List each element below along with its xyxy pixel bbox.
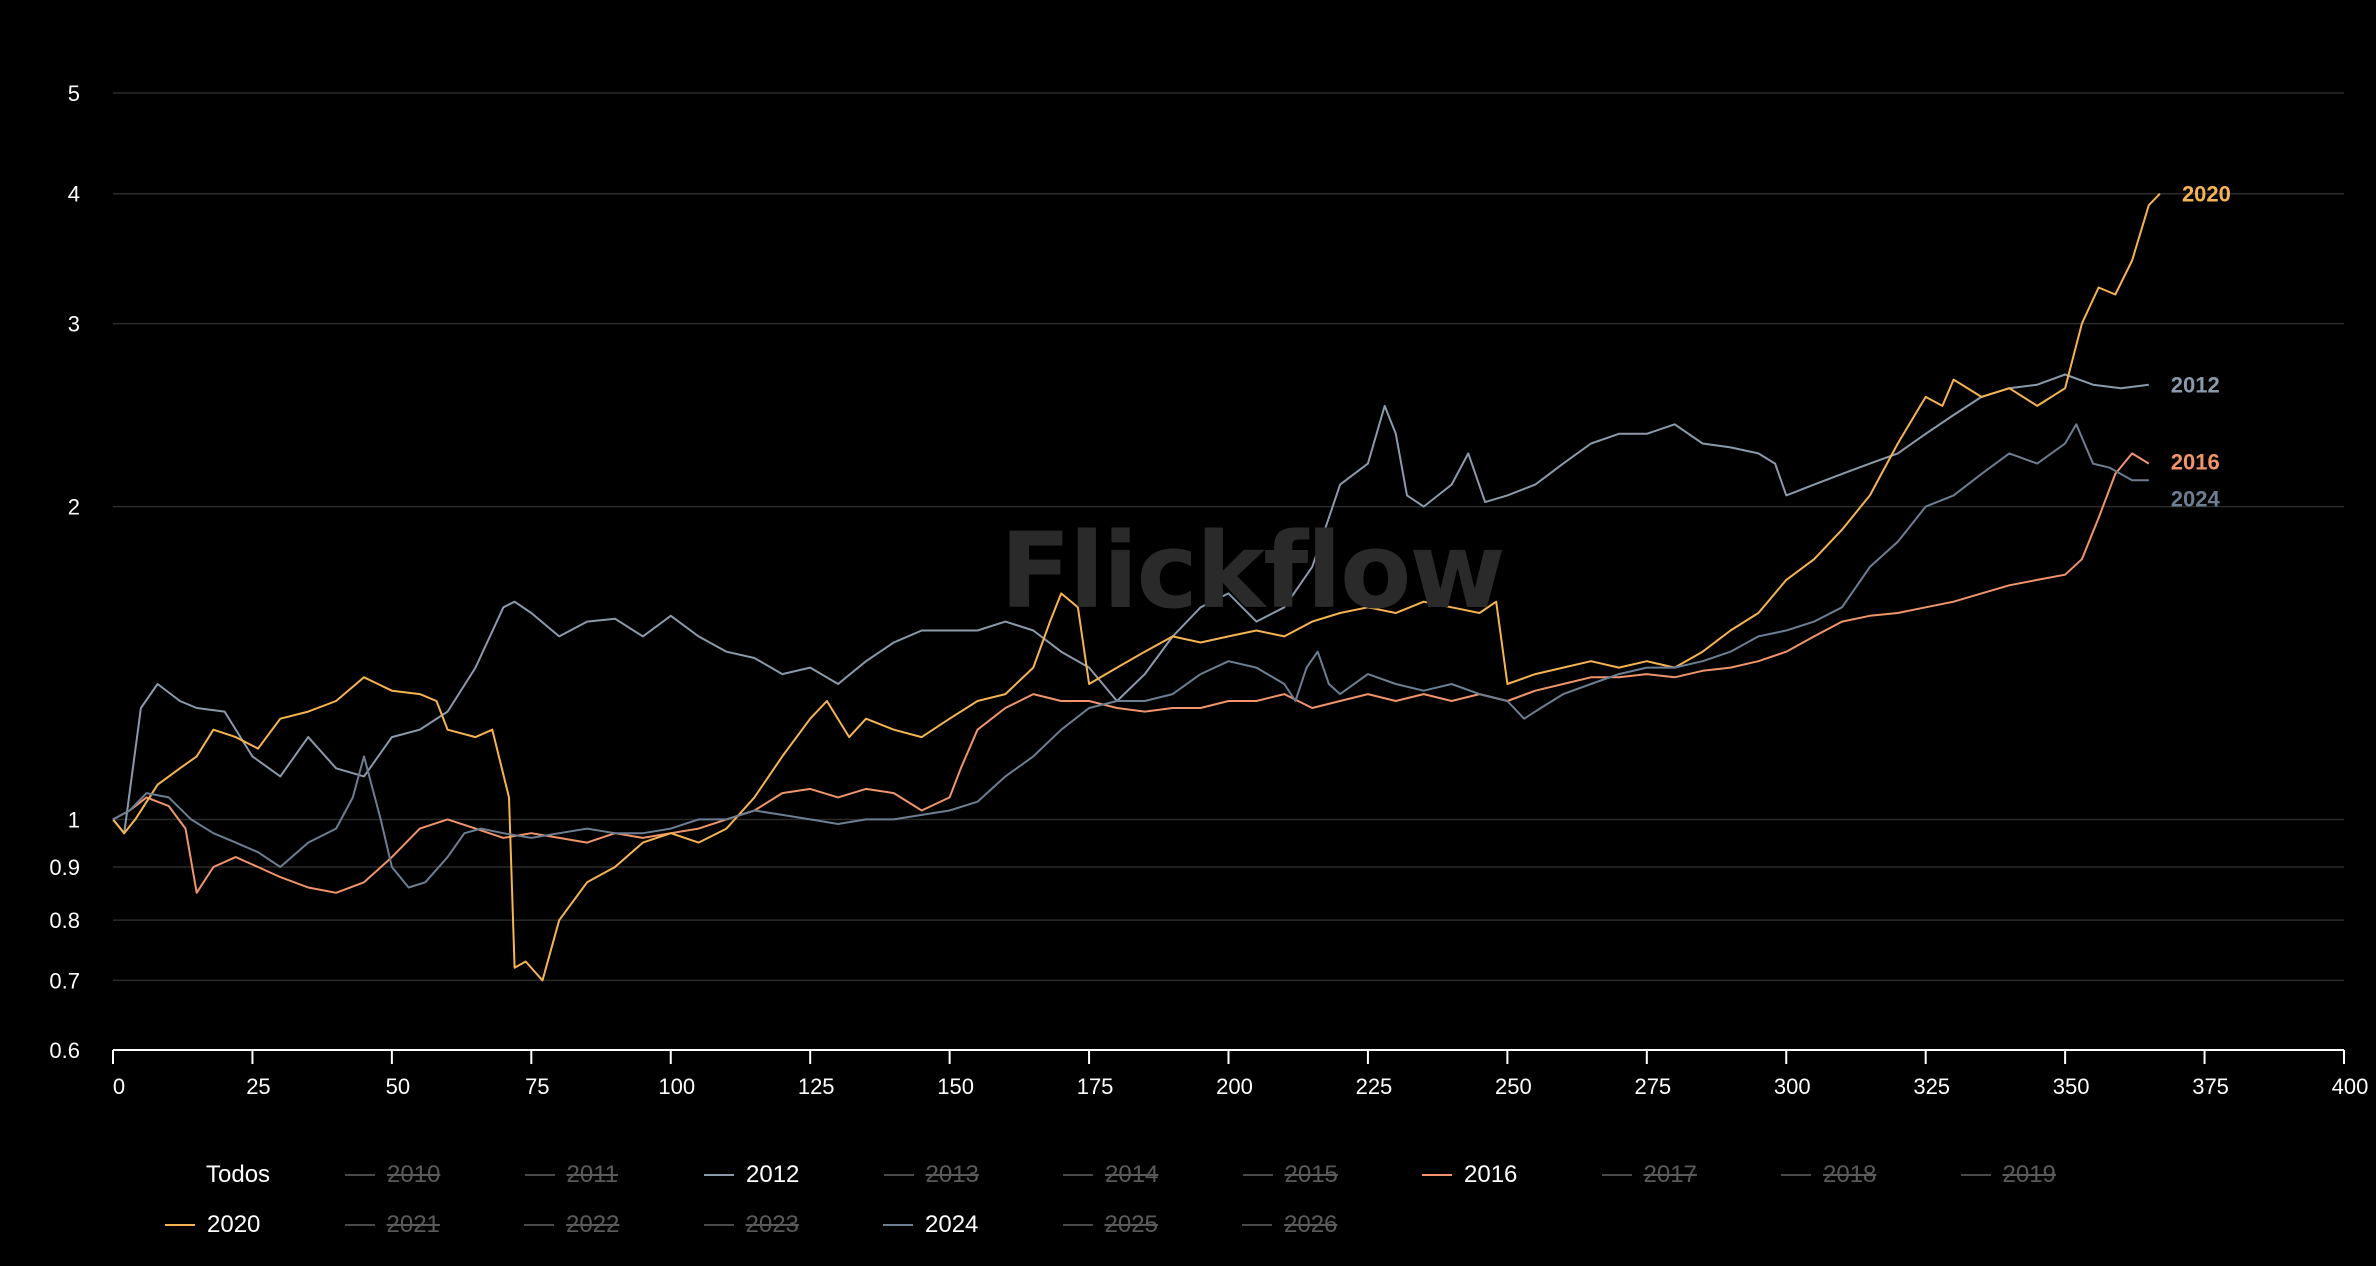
y-tick-label: 3 (68, 312, 80, 337)
legend-item-2014[interactable]: 2014 (1063, 1160, 1158, 1190)
x-tick-label: 0 (113, 1074, 125, 1099)
legend-label: 2023 (745, 1211, 799, 1238)
legend-item-2023[interactable]: 2023 (703, 1210, 799, 1240)
legend-item-2017[interactable]: 2017 (1601, 1160, 1697, 1190)
grid-lines (113, 92, 2344, 982)
y-tick-label: 5 (68, 81, 80, 106)
legend-swatch (344, 1224, 375, 1226)
legend-item-2024[interactable]: 2024 (883, 1210, 978, 1240)
x-tick-label: 350 (2053, 1074, 2090, 1099)
legend-item-2025[interactable]: 2025 (1062, 1210, 1158, 1240)
series-end-label-2016: 2016 (2171, 450, 2220, 475)
x-tick-label: 250 (1495, 1074, 1532, 1099)
series-end-labels: 2012 2016 2020 2024 (2171, 182, 2231, 512)
legend-swatch (883, 1224, 913, 1226)
legend-item-2018[interactable]: 2018 (1781, 1160, 1876, 1190)
legend-label: 2014 (1105, 1161, 1159, 1188)
legend-item-2011[interactable]: 2011 (524, 1160, 619, 1190)
x-tick-label: 200 (1216, 1074, 1253, 1099)
legend-item-2021[interactable]: 2021 (344, 1210, 440, 1240)
legend-swatch (1601, 1174, 1632, 1176)
legend-label: 2017 (1643, 1161, 1697, 1188)
y-tick-label: 0.6 (49, 1038, 80, 1063)
y-axis-ticks: 0.6 0.7 0.8 0.9 1 2 3 4 5 (49, 81, 80, 1063)
legend-all-toggle[interactable]: Todos (206, 1161, 271, 1188)
series-line-2020 (112, 193, 2161, 982)
legend-swatch (703, 1224, 734, 1226)
legend: Todos 2010 2011 2012 2013 2014 2015 2016 2017 20… (0, 1160, 2376, 1260)
series-line-2024 (112, 423, 2149, 889)
y-tick-label: 0.8 (49, 908, 80, 933)
legend-item-2026[interactable]: 2026 (1242, 1210, 1337, 1240)
legend-item-2016[interactable]: 2016 (1422, 1160, 1517, 1190)
x-tick-label: 25 (246, 1074, 270, 1099)
x-tick-label: 100 (658, 1074, 695, 1099)
legend-label: 2025 (1104, 1211, 1158, 1238)
legend-label: 2022 (566, 1211, 620, 1238)
legend-swatch (1781, 1174, 1811, 1176)
legend-swatch (704, 1174, 734, 1176)
x-axis: 0 25 50 75 100 125 150 175 200 225 250 275 300 325 350… (112, 1049, 2369, 1099)
legend-label: 2015 (1284, 1161, 1338, 1188)
legend-item-2010[interactable]: 2010 (345, 1160, 440, 1190)
legend-swatch (345, 1174, 375, 1176)
legend-label: 2026 (1284, 1211, 1338, 1238)
legend-item-2015[interactable]: 2015 (1242, 1160, 1338, 1190)
series-end-label-2020: 2020 (2182, 182, 2231, 207)
legend-label: 2013 (925, 1161, 979, 1188)
legend-item-2013[interactable]: 2013 (883, 1160, 979, 1190)
legend-label: 2016 (1464, 1161, 1518, 1188)
series-line-2012 (112, 373, 2149, 835)
x-tick-label: 75 (525, 1074, 549, 1099)
series-end-label-2012: 2012 (2171, 373, 2220, 398)
legend-label: 2021 (386, 1211, 440, 1238)
x-tick-label: 375 (2192, 1074, 2229, 1099)
legend-label: 2018 (1823, 1161, 1877, 1188)
legend-item-2020[interactable]: 2020 (165, 1210, 260, 1240)
line-chart: 0.6 0.7 0.8 0.9 1 2 3 4 5 0 25 50 75 100 125 150 175 200… (49, 81, 2369, 1099)
legend-swatch (524, 1174, 555, 1176)
legend-label: 2010 (387, 1161, 441, 1188)
x-tick-label: 300 (1774, 1074, 1811, 1099)
legend-label: 2024 (925, 1211, 979, 1238)
legend-swatch (1062, 1224, 1093, 1226)
y-tick-label: 1 (68, 807, 80, 832)
legend-swatch (1422, 1174, 1452, 1176)
series-end-label-2024: 2024 (2171, 486, 2221, 511)
x-tick-label: 400 (2332, 1074, 2369, 1099)
legend-swatch (165, 1224, 195, 1226)
x-tick-label: 150 (937, 1074, 974, 1099)
legend-item-2022[interactable]: 2022 (524, 1210, 619, 1240)
legend-item-2012[interactable]: 2012 (704, 1160, 799, 1190)
legend-swatch (524, 1224, 554, 1226)
series-lines (112, 193, 2161, 982)
legend-label: 2011 (566, 1161, 619, 1188)
x-tick-label: 275 (1634, 1074, 1671, 1099)
legend-label: 2012 (746, 1161, 800, 1188)
x-tick-label: 50 (386, 1074, 410, 1099)
y-tick-label: 0.7 (49, 968, 80, 993)
legend-swatch (883, 1174, 914, 1176)
x-tick-label: 175 (1077, 1074, 1114, 1099)
y-tick-label: 2 (68, 495, 80, 520)
legend-item-2019[interactable]: 2019 (1960, 1160, 2056, 1190)
legend-swatch (1242, 1224, 1272, 1226)
x-tick-label: 325 (1913, 1074, 1950, 1099)
x-tick-label: 125 (798, 1074, 835, 1099)
legend-label: 2020 (207, 1211, 261, 1238)
legend-swatch (1063, 1174, 1093, 1176)
y-tick-label: 4 (68, 182, 80, 207)
series-line-2016 (112, 452, 2150, 894)
legend-swatch (1960, 1174, 1991, 1176)
legend-swatch (1242, 1174, 1273, 1176)
x-tick-label: 225 (1356, 1074, 1393, 1099)
y-tick-label: 0.9 (49, 855, 80, 880)
legend-label: 2019 (2002, 1161, 2056, 1188)
